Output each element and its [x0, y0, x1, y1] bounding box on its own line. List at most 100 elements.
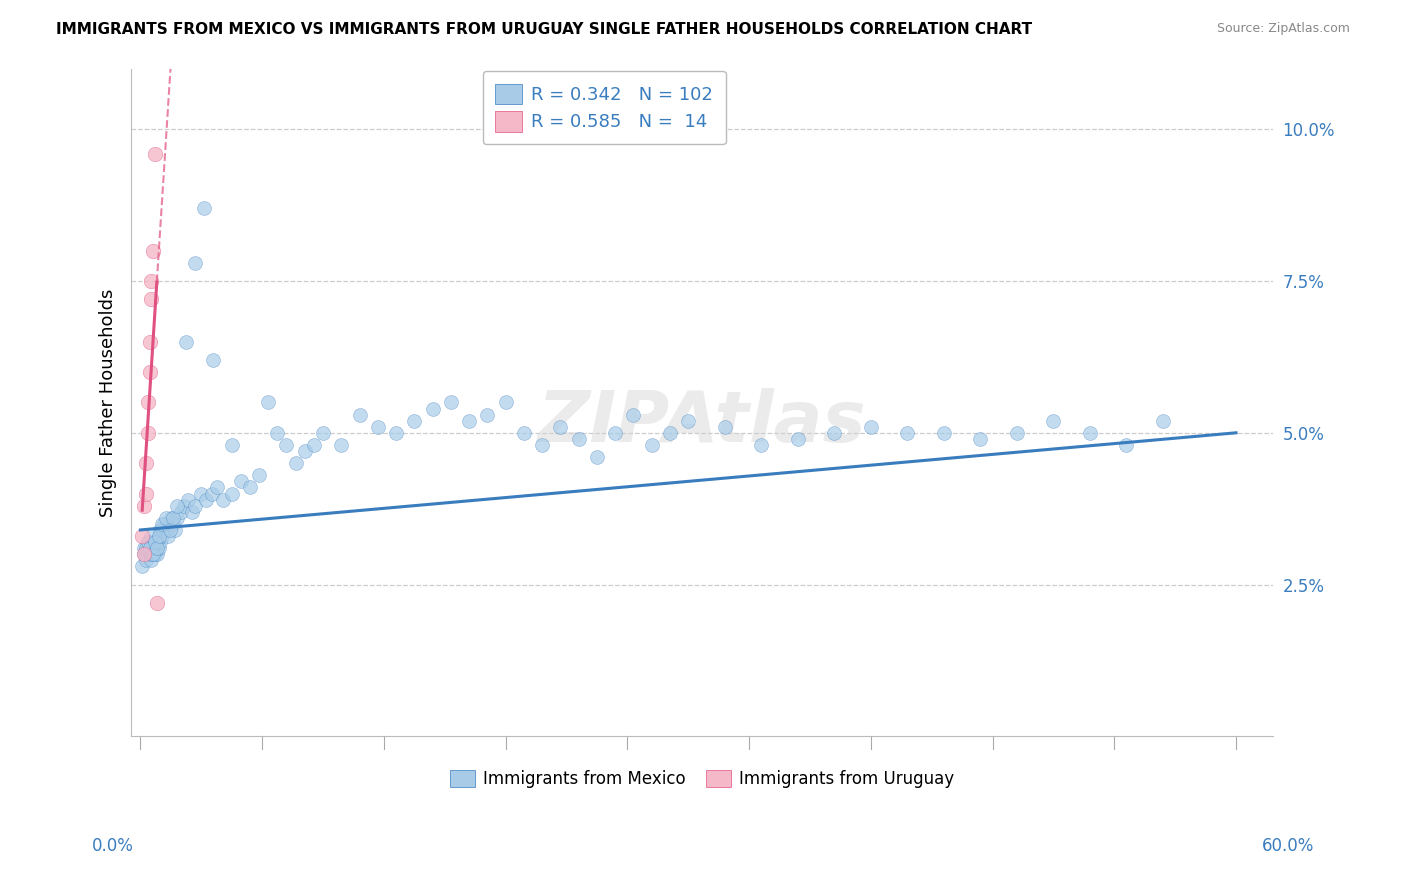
- Point: [136, 541, 159, 556]
- Point: [713, 419, 735, 434]
- Point: [138, 541, 160, 556]
- Point: [550, 419, 572, 434]
- Point: [1115, 438, 1137, 452]
- Point: [149, 535, 172, 549]
- Point: [132, 547, 155, 561]
- Point: [143, 146, 166, 161]
- Point: [174, 334, 197, 349]
- Point: [896, 425, 918, 440]
- Point: [786, 432, 808, 446]
- Point: [132, 547, 155, 561]
- Point: [284, 456, 307, 470]
- Point: [229, 475, 252, 489]
- Point: [568, 432, 591, 446]
- Point: [142, 244, 165, 258]
- Point: [142, 541, 165, 556]
- Point: [1042, 414, 1064, 428]
- Point: [141, 547, 163, 561]
- Point: [180, 505, 202, 519]
- Point: [143, 547, 166, 561]
- Point: [605, 425, 627, 440]
- Point: [586, 450, 609, 464]
- Point: [367, 419, 389, 434]
- Point: [135, 486, 157, 500]
- Point: [138, 334, 160, 349]
- Point: [146, 541, 169, 556]
- Point: [190, 486, 212, 500]
- Point: [658, 425, 681, 440]
- Point: [257, 395, 280, 409]
- Point: [495, 395, 517, 409]
- Point: [422, 401, 444, 416]
- Point: [349, 408, 371, 422]
- Point: [184, 256, 207, 270]
- Point: [676, 414, 699, 428]
- Point: [136, 395, 159, 409]
- Point: [166, 499, 188, 513]
- Point: [200, 486, 222, 500]
- Point: [136, 425, 159, 440]
- Point: [294, 444, 316, 458]
- Point: [184, 499, 207, 513]
- Point: [143, 541, 166, 556]
- Point: [1005, 425, 1028, 440]
- Point: [312, 425, 335, 440]
- Text: ZIPAtlas: ZIPAtlas: [537, 388, 866, 457]
- Point: [385, 425, 408, 440]
- Point: [276, 438, 298, 452]
- Text: IMMIGRANTS FROM MEXICO VS IMMIGRANTS FROM URUGUAY SINGLE FATHER HOUSEHOLDS CORRE: IMMIGRANTS FROM MEXICO VS IMMIGRANTS FRO…: [56, 22, 1032, 37]
- Point: [640, 438, 662, 452]
- Point: [143, 535, 166, 549]
- Point: [160, 510, 183, 524]
- Point: [749, 438, 772, 452]
- Point: [623, 408, 645, 422]
- Point: [221, 486, 243, 500]
- Point: [132, 499, 155, 513]
- Point: [266, 425, 288, 440]
- Point: [1078, 425, 1101, 440]
- Point: [131, 529, 153, 543]
- Point: [169, 505, 191, 519]
- Point: [177, 492, 200, 507]
- Point: [162, 516, 184, 531]
- Point: [142, 547, 165, 561]
- Point: [156, 529, 179, 543]
- Point: [146, 535, 169, 549]
- Point: [440, 395, 463, 409]
- Point: [330, 438, 353, 452]
- Point: [162, 510, 184, 524]
- Point: [136, 535, 159, 549]
- Point: [142, 535, 165, 549]
- Point: [531, 438, 554, 452]
- Point: [823, 425, 845, 440]
- Point: [159, 516, 181, 531]
- Point: [205, 480, 228, 494]
- Point: [477, 408, 499, 422]
- Point: [146, 596, 169, 610]
- Point: [148, 541, 170, 556]
- Point: [141, 529, 163, 543]
- Point: [932, 425, 955, 440]
- Point: [150, 529, 173, 543]
- Point: [146, 547, 169, 561]
- Point: [132, 541, 155, 556]
- Point: [513, 425, 536, 440]
- Point: [149, 523, 172, 537]
- Point: [1152, 414, 1174, 428]
- Point: [202, 353, 225, 368]
- Point: [155, 510, 177, 524]
- Point: [136, 535, 159, 549]
- Point: [247, 468, 270, 483]
- Point: [141, 553, 163, 567]
- Point: [239, 480, 262, 494]
- Point: [859, 419, 882, 434]
- Point: [193, 201, 215, 215]
- Point: [221, 438, 243, 452]
- Point: [135, 547, 157, 561]
- Y-axis label: Single Father Households: Single Father Households: [100, 288, 117, 516]
- Point: [135, 541, 157, 556]
- Point: [155, 523, 177, 537]
- Point: [166, 510, 188, 524]
- Point: [141, 274, 163, 288]
- Point: [159, 523, 181, 537]
